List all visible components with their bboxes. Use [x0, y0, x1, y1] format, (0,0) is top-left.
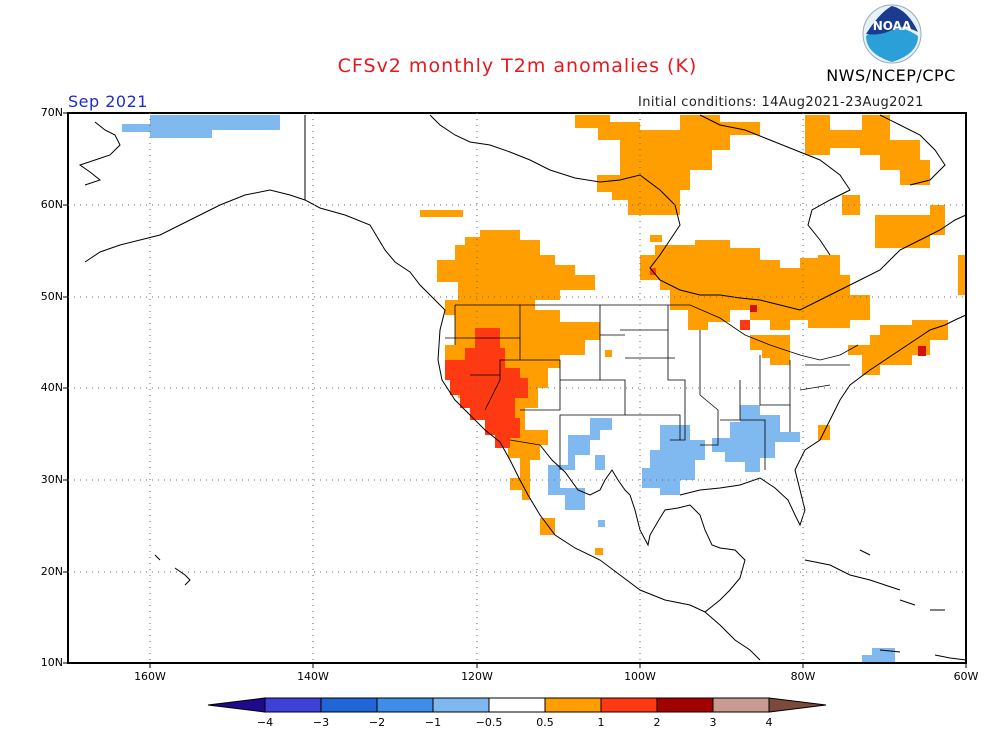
colorbar-bin-9 [713, 698, 769, 712]
lat-label-40n: 40N [40, 381, 63, 394]
coastlines [78, 114, 967, 661]
colorbar-bin-3 [377, 698, 433, 712]
lon-label-120w: 120W [461, 670, 493, 683]
lat-label-50n: 50N [40, 290, 63, 303]
lon-label-140w: 140W [297, 670, 329, 683]
colorbar-bin-6 [545, 698, 601, 712]
colorbar-label: 2 [653, 716, 661, 729]
colorbar-label: −1 [424, 716, 442, 729]
patch-great-basin-hot [445, 328, 528, 448]
patch-southeast-cool [712, 405, 800, 472]
lat-label-60n: 60N [40, 198, 63, 211]
anomaly-patches [122, 115, 966, 662]
colorbar-bin-2 [321, 698, 377, 712]
lon-label-60w: 60W [953, 670, 979, 683]
noaa-logo: NOAA [862, 4, 922, 64]
colorbar-bin-1 [265, 698, 321, 712]
colorbar-bin-8 [657, 698, 713, 712]
colorbar-label: −0.5 [475, 716, 503, 729]
lon-label-160w: 160W [134, 670, 166, 683]
colorbar-label: 1 [597, 716, 605, 729]
colorbar-label: −4 [256, 716, 274, 729]
patch-alaska-cool [150, 115, 280, 138]
political-borders [445, 304, 859, 470]
colorbar-label: 4 [765, 716, 773, 729]
lon-label-100w: 100W [624, 670, 656, 683]
colorbar-label: 3 [709, 716, 717, 729]
colorbar-bin-4 [433, 698, 489, 712]
map-title: CFSv2 monthly T2m anomalies (K) [337, 55, 698, 77]
patch-northeast-warm [848, 320, 948, 375]
logo-text: NOAA [873, 19, 912, 33]
colorbar-bin-5 [489, 698, 545, 712]
colorbar-label: 0.5 [536, 716, 554, 729]
patch-south-central-cool [642, 425, 705, 495]
colorbar [207, 697, 827, 713]
initial-conditions: Initial conditions: 14Aug2021-23Aug2021 [638, 95, 924, 110]
colorbar-left-arrow [208, 698, 265, 712]
lat-label-30n: 30N [40, 473, 63, 486]
patch-hudson-warm [575, 115, 760, 215]
agency-label: NWS/NCEP/CPC [826, 66, 956, 85]
lat-label-10n: 10N [40, 656, 63, 669]
lat-label-20n: 20N [40, 565, 63, 578]
colorbar-bin-7 [601, 698, 657, 712]
lat-label-70n: 70N [40, 106, 63, 119]
colorbar-label: −3 [312, 716, 330, 729]
colorbar-label: −2 [368, 716, 386, 729]
lon-label-80w: 80W [790, 670, 816, 683]
patch-central-canada-warm [640, 240, 870, 330]
patch-western-warm [437, 230, 600, 478]
forecast-month: Sep 2021 [68, 92, 148, 111]
patch-southwest-cool [548, 435, 590, 510]
colorbar-right-arrow [769, 698, 826, 712]
